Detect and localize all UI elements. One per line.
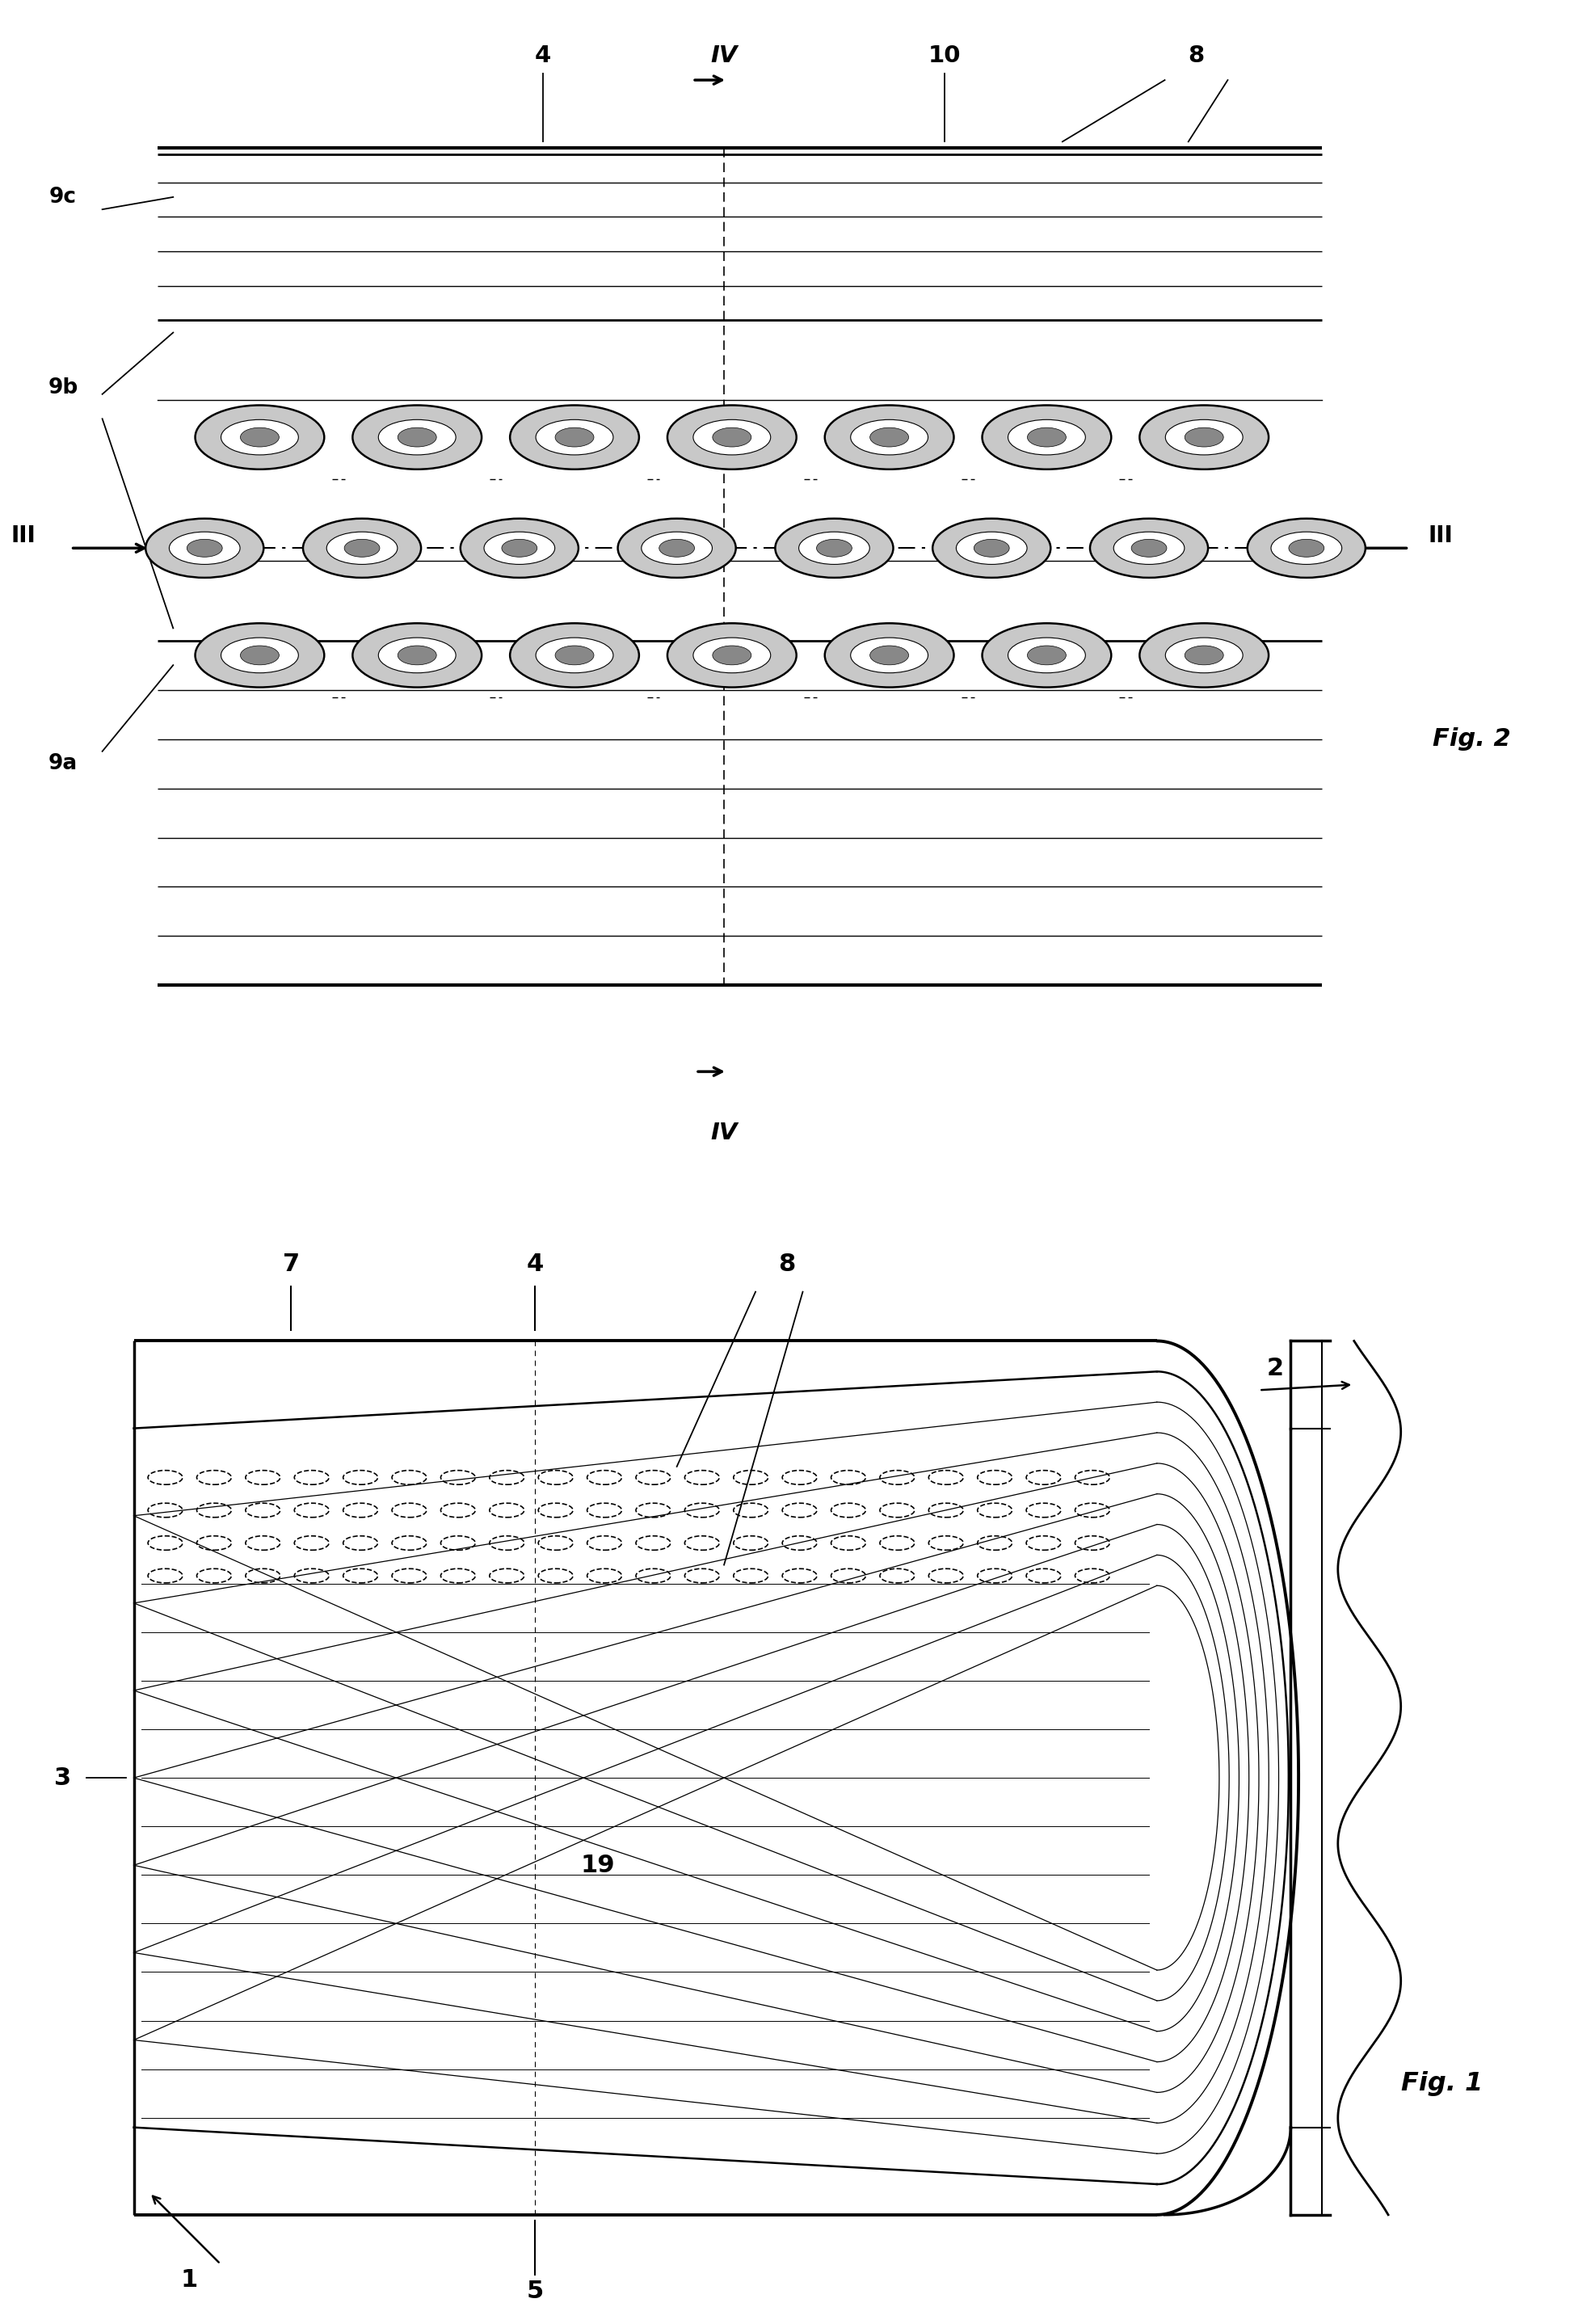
Text: 7: 7 [283, 1253, 299, 1276]
Ellipse shape [556, 646, 593, 665]
Ellipse shape [932, 518, 1051, 579]
Ellipse shape [353, 623, 482, 688]
Ellipse shape [982, 623, 1111, 688]
Ellipse shape [974, 539, 1009, 558]
Ellipse shape [1185, 646, 1223, 665]
Ellipse shape [195, 623, 324, 688]
Text: 9c: 9c [49, 186, 77, 207]
Ellipse shape [713, 428, 751, 446]
Ellipse shape [461, 518, 579, 579]
Ellipse shape [187, 539, 222, 558]
Ellipse shape [800, 532, 869, 565]
Ellipse shape [170, 532, 239, 565]
Ellipse shape [1165, 421, 1243, 456]
Ellipse shape [535, 421, 614, 456]
Ellipse shape [870, 428, 908, 446]
Ellipse shape [693, 637, 771, 674]
Ellipse shape [1247, 518, 1365, 579]
Text: 3: 3 [55, 1766, 71, 1789]
Ellipse shape [502, 539, 537, 558]
Ellipse shape [957, 532, 1026, 565]
Ellipse shape [1114, 532, 1184, 565]
Ellipse shape [1132, 539, 1166, 558]
Ellipse shape [1007, 637, 1086, 674]
Ellipse shape [220, 421, 299, 456]
Ellipse shape [398, 428, 436, 446]
Text: Fig. 2: Fig. 2 [1432, 727, 1511, 751]
Ellipse shape [1028, 646, 1066, 665]
Text: 8: 8 [779, 1253, 795, 1276]
Ellipse shape [850, 421, 929, 456]
Ellipse shape [1165, 637, 1243, 674]
Ellipse shape [535, 637, 614, 674]
Ellipse shape [982, 404, 1111, 469]
Ellipse shape [825, 404, 954, 469]
Ellipse shape [667, 623, 796, 688]
Ellipse shape [642, 532, 711, 565]
Ellipse shape [485, 532, 556, 565]
Text: 19: 19 [581, 1855, 615, 1878]
Ellipse shape [241, 646, 279, 665]
Text: 8: 8 [1188, 44, 1204, 67]
Ellipse shape [817, 539, 852, 558]
Ellipse shape [327, 532, 397, 565]
Text: III: III [1428, 525, 1453, 546]
Ellipse shape [660, 539, 694, 558]
Ellipse shape [398, 646, 436, 665]
Ellipse shape [825, 623, 954, 688]
Text: 9a: 9a [49, 753, 77, 774]
Text: III: III [11, 525, 36, 546]
Ellipse shape [220, 637, 299, 674]
Ellipse shape [378, 421, 456, 456]
Ellipse shape [667, 404, 796, 469]
Text: IV: IV [710, 44, 738, 67]
Ellipse shape [1140, 623, 1269, 688]
Text: 9b: 9b [47, 376, 79, 397]
Ellipse shape [302, 518, 422, 579]
Text: IV: IV [710, 1122, 738, 1143]
Ellipse shape [850, 637, 929, 674]
Text: 4: 4 [535, 44, 551, 67]
Ellipse shape [378, 637, 456, 674]
Ellipse shape [241, 428, 279, 446]
Text: 10: 10 [929, 44, 960, 67]
Ellipse shape [510, 623, 639, 688]
Text: 4: 4 [527, 1253, 543, 1276]
Ellipse shape [870, 646, 908, 665]
Text: 2: 2 [1267, 1357, 1283, 1380]
Ellipse shape [776, 518, 894, 579]
Ellipse shape [353, 404, 482, 469]
Text: 1: 1 [181, 2268, 197, 2291]
Text: 5: 5 [527, 2280, 543, 2303]
Ellipse shape [1089, 518, 1209, 579]
Ellipse shape [556, 428, 593, 446]
Ellipse shape [510, 404, 639, 469]
Ellipse shape [1140, 404, 1269, 469]
Ellipse shape [1185, 428, 1223, 446]
Ellipse shape [693, 421, 771, 456]
Ellipse shape [1289, 539, 1324, 558]
Ellipse shape [345, 539, 379, 558]
Ellipse shape [1028, 428, 1066, 446]
Ellipse shape [1007, 421, 1086, 456]
Ellipse shape [617, 518, 735, 579]
Ellipse shape [195, 404, 324, 469]
Ellipse shape [145, 518, 264, 579]
Text: Fig. 1: Fig. 1 [1401, 2071, 1483, 2096]
Ellipse shape [1272, 532, 1341, 565]
Ellipse shape [713, 646, 751, 665]
